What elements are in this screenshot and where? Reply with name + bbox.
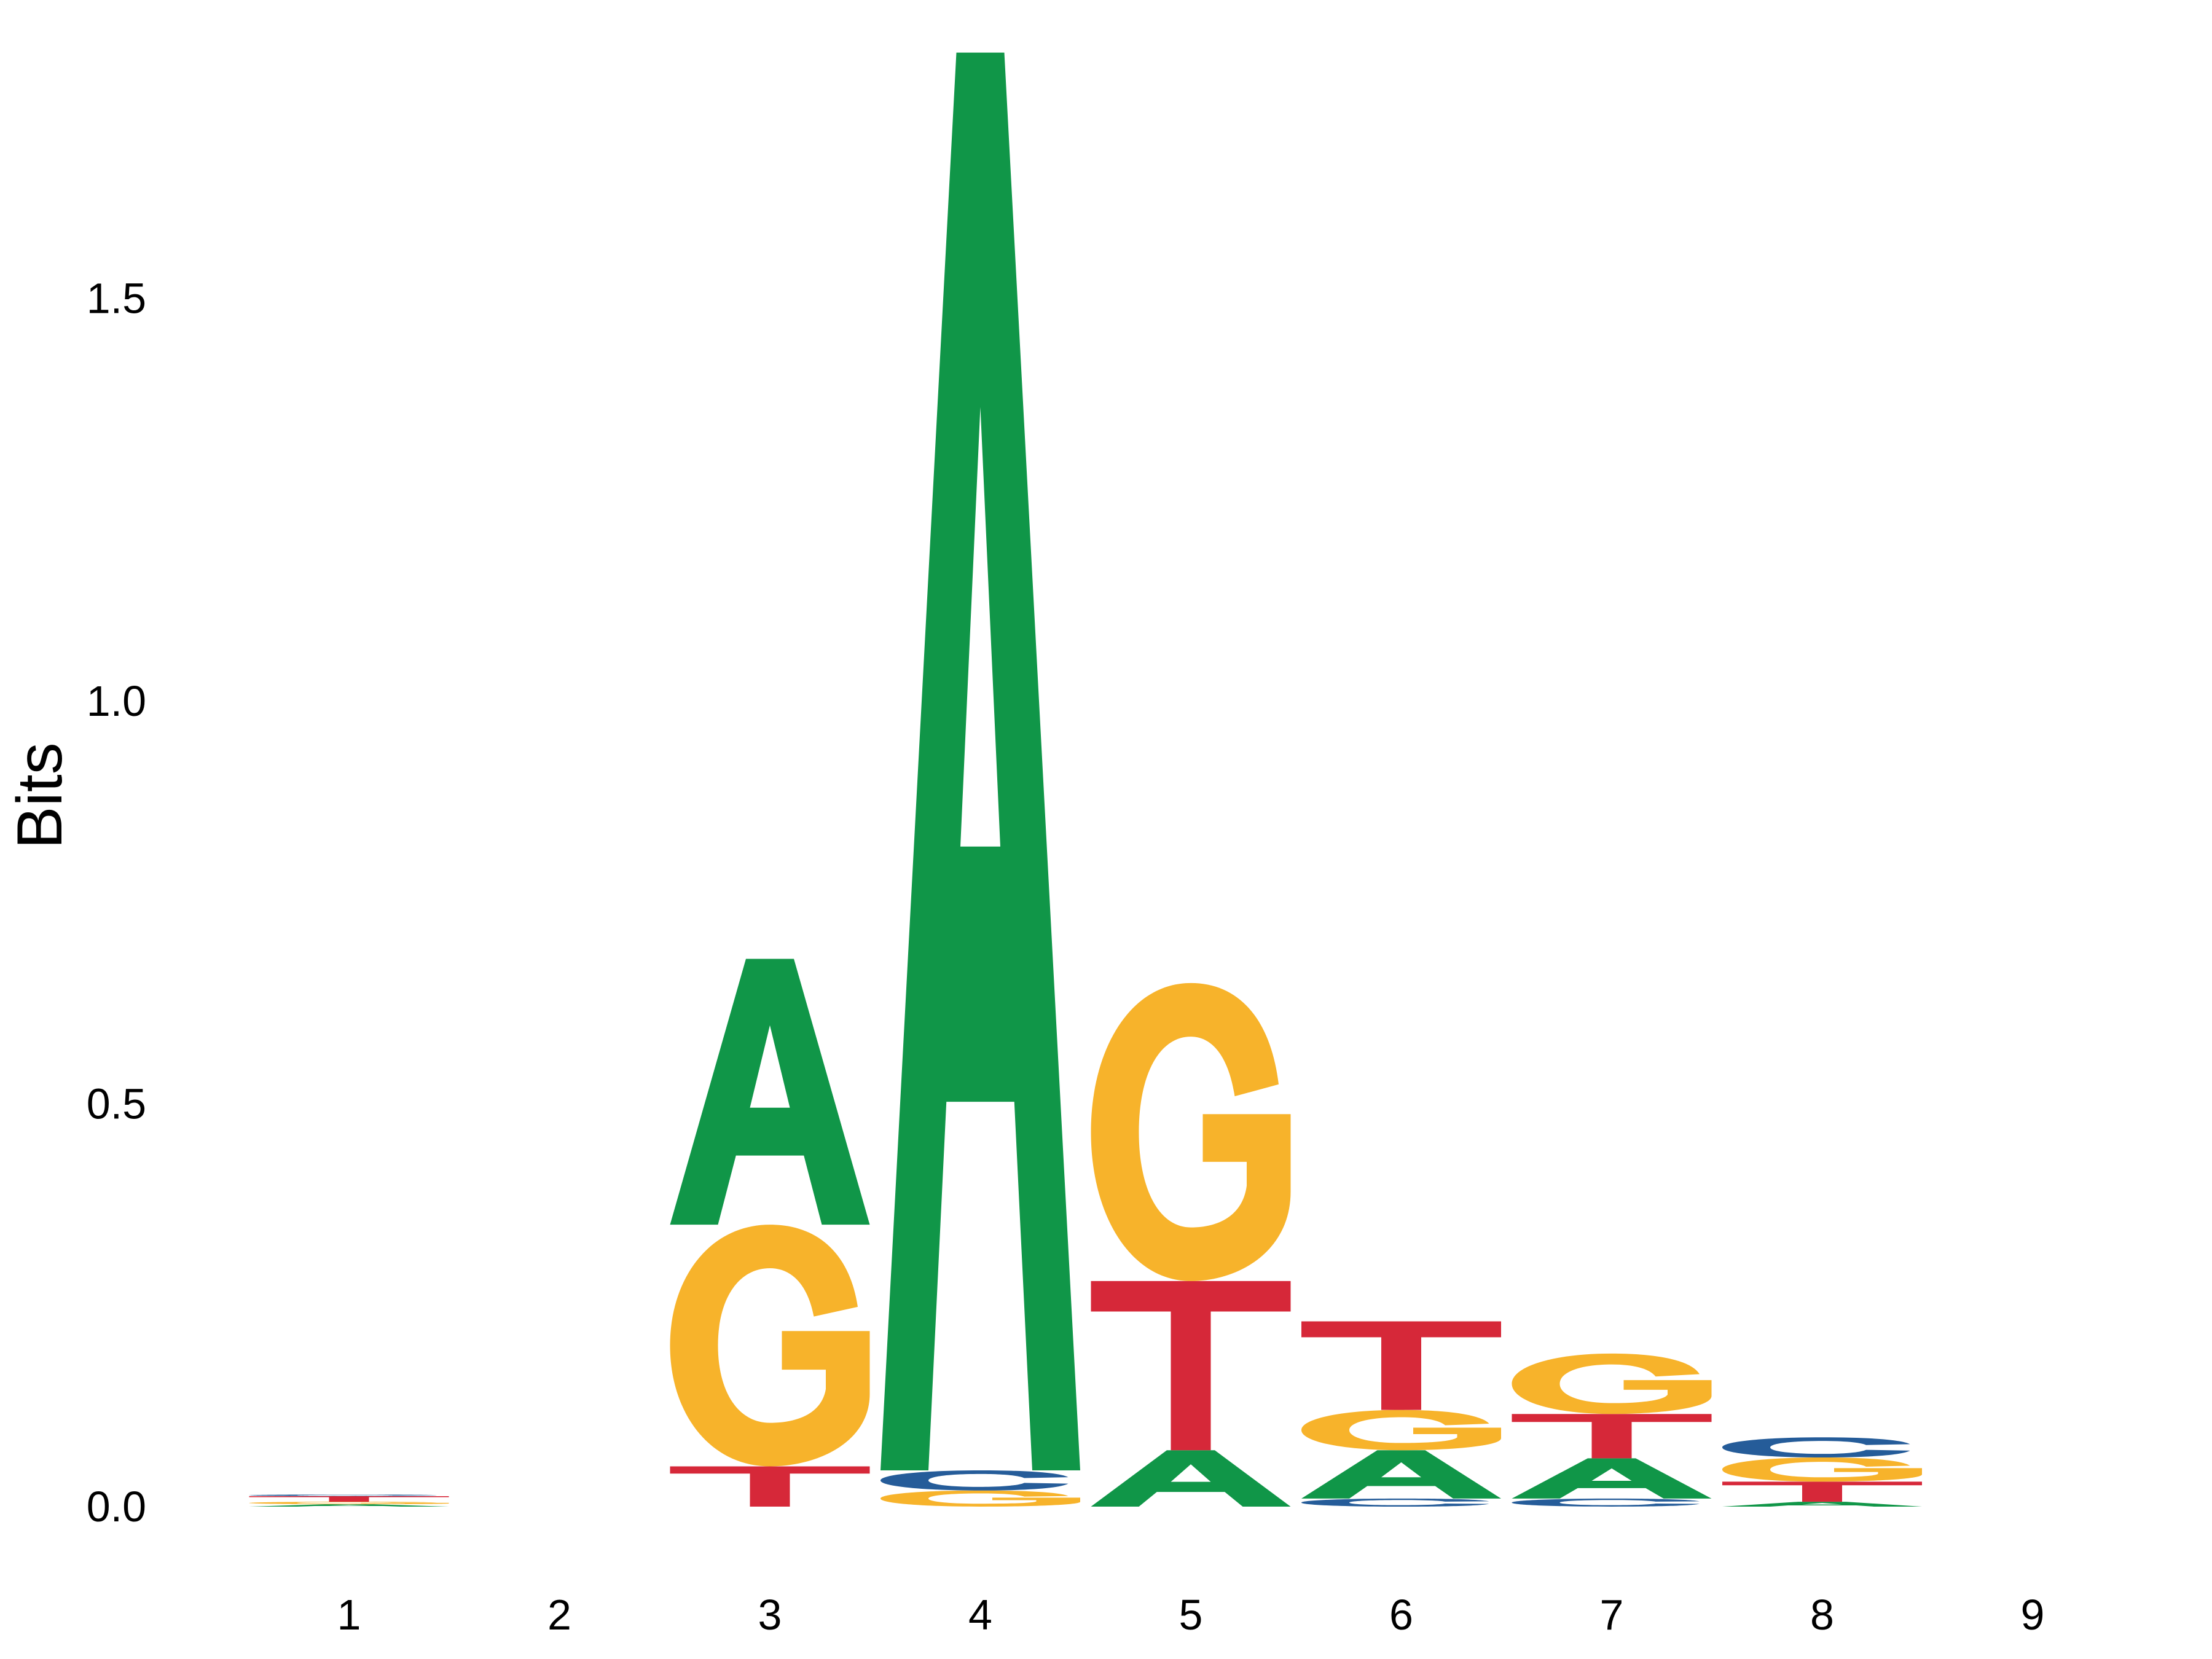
y-tick-label: 0.5: [87, 1080, 146, 1128]
x-tick-label: 8: [1810, 1591, 1834, 1639]
letter-G-position-5: [1091, 982, 1291, 1281]
letter-G-position-4: [880, 1490, 1080, 1507]
letter-A-position-5: [1091, 1450, 1291, 1507]
letter-G-position-7: [1512, 1353, 1712, 1414]
letter-T-position-5: [1091, 1281, 1291, 1451]
letter-T-position-6: [1301, 1321, 1501, 1410]
letter-C-position-1: [249, 1494, 437, 1496]
x-axis-ticks: 1 2 3 4 5 6 7 8 9: [337, 1591, 2045, 1639]
letter-C-position-4: [880, 1470, 1069, 1491]
y-axis-ticks: 0.0 0.5 1.0 1.5: [87, 275, 146, 1531]
x-tick-label: 1: [337, 1591, 361, 1639]
y-axis-label: Bits: [4, 742, 76, 849]
letter-C-position-6: [1301, 1498, 1489, 1507]
x-tick-label: 7: [1600, 1591, 1624, 1639]
letter-G-position-3: [670, 1225, 870, 1467]
letter-A-position-6: [1301, 1450, 1501, 1499]
letter-C-position-7: [1512, 1498, 1700, 1507]
letter-G-position-1: [249, 1502, 449, 1505]
y-tick-label: 0.0: [87, 1483, 146, 1531]
y-tick-label: 1.0: [87, 677, 146, 725]
x-tick-label: 9: [2021, 1591, 2045, 1639]
letter-T-position-1: [249, 1496, 449, 1502]
letter-T-position-7: [1512, 1414, 1712, 1459]
letter-T-position-3: [670, 1466, 870, 1507]
letter-A-position-8: [1722, 1502, 1922, 1507]
letter-G-position-8: [1722, 1457, 1922, 1482]
x-tick-label: 4: [968, 1591, 992, 1639]
letter-C-position-8: [1722, 1437, 1910, 1458]
letter-A-position-7: [1512, 1458, 1712, 1499]
logo-letter-stacks: [249, 52, 1922, 1507]
y-tick-label: 1.5: [87, 275, 146, 323]
letter-T-position-8: [1722, 1481, 1922, 1502]
x-tick-label: 3: [758, 1591, 782, 1639]
x-tick-label: 5: [1179, 1591, 1203, 1639]
x-tick-label: 2: [547, 1591, 571, 1639]
letter-A-position-3: [670, 959, 870, 1225]
x-tick-label: 6: [1389, 1591, 1413, 1639]
letter-G-position-6: [1301, 1410, 1501, 1451]
letter-A-position-4: [880, 52, 1080, 1471]
letter-A-position-1: [249, 1504, 449, 1507]
